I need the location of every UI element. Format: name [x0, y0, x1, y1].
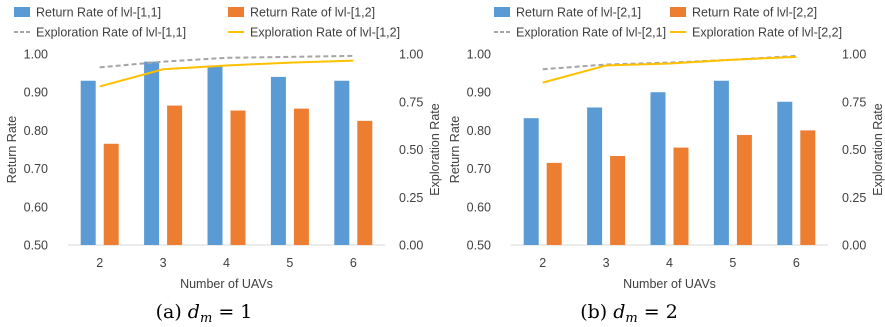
- y2-axis-title: Exploration Rate: [428, 103, 442, 195]
- bar-2-5: [293, 108, 309, 245]
- legend-swatch-bar-2: [228, 7, 244, 17]
- bar-2-6: [800, 130, 816, 245]
- y-tick-label: 0.80: [467, 124, 491, 138]
- bar-1-5: [713, 80, 729, 246]
- x-tick-label: 6: [793, 256, 800, 270]
- y-tick-label: 0.70: [24, 162, 48, 176]
- bar-1-2: [80, 80, 96, 246]
- y2-tick-label: 1.00: [399, 48, 423, 62]
- y-tick-label: 1.00: [24, 48, 48, 62]
- y2-tick-label: 0.00: [399, 239, 423, 253]
- bar-2-2: [546, 162, 562, 245]
- y-tick-label: 0.60: [24, 200, 48, 214]
- bar-2-2: [103, 143, 119, 245]
- legend-label-bar-1: Return Rate of lvl-[1,1]: [36, 6, 161, 20]
- legend-label-line-2: Exploration Rate of lvl-[1,2]: [250, 26, 400, 40]
- caption-subscript: m: [200, 311, 212, 326]
- legend-label-bar-2: Return Rate of lvl-[1,2]: [250, 6, 375, 20]
- y-tick-label: 0.90: [24, 86, 48, 100]
- bar-2-3: [167, 105, 183, 245]
- caption-prefix: (b): [580, 301, 613, 323]
- legend: Return Rate of lvl-[1,1] Return Rate of l…: [14, 6, 400, 40]
- line-series-2: [99, 59, 354, 88]
- y-tick-label: 0.70: [467, 162, 491, 176]
- y-axis-title: Return Rate: [5, 116, 19, 183]
- y-axis-title: Return Rate: [448, 116, 462, 183]
- y2-tick-label: 0.50: [842, 143, 866, 157]
- bar-1-2: [523, 118, 539, 245]
- y-tick-label: 0.60: [467, 200, 491, 214]
- x-tick-label: 4: [666, 256, 673, 270]
- legend-label-bar-1: Return Rate of lvl-[2,1]: [516, 6, 641, 20]
- caption-variable: d: [188, 301, 200, 323]
- x-tick-label: 5: [729, 256, 736, 270]
- caption-prefix: (a): [156, 301, 188, 323]
- caption: (b) dm = 2: [580, 301, 678, 326]
- bar-1-6: [334, 80, 350, 246]
- bar-2-5: [736, 134, 752, 245]
- bar-2-4: [230, 110, 246, 245]
- x-tick-label: 4: [223, 256, 230, 270]
- y2-axis-title: Exploration Rate: [871, 103, 885, 195]
- y-tick-label: 0.80: [24, 124, 48, 138]
- line-series-2: [542, 55, 797, 84]
- legend-swatch-bar-2: [670, 7, 686, 17]
- legend-label-line-2: Exploration Rate of lvl-[2,2]: [692, 26, 842, 40]
- y2-tick-label: 0.75: [399, 95, 423, 109]
- y2-tick-label: 0.25: [399, 191, 423, 205]
- y2-tick-label: 0.00: [842, 239, 866, 253]
- bar-1-5: [270, 76, 286, 245]
- x-tick-label: 3: [603, 256, 610, 270]
- caption-variable: d: [613, 301, 625, 323]
- caption-value: = 2: [638, 301, 678, 323]
- x-tick-label: 3: [160, 256, 167, 270]
- y-tick-label: 1.00: [467, 48, 491, 62]
- bar-1-6: [777, 101, 793, 245]
- y-tick-label: 0.50: [24, 239, 48, 253]
- y-tick-label: 0.90: [467, 86, 491, 100]
- y2-tick-label: 0.50: [399, 143, 423, 157]
- x-tick-label: 2: [539, 256, 546, 270]
- x-tick-label: 6: [350, 256, 357, 270]
- x-tick-label: 5: [286, 256, 293, 270]
- bar-1-3: [144, 61, 160, 245]
- bar-1-4: [650, 92, 666, 245]
- bar-1-4: [207, 65, 223, 246]
- chart-panel-a: 0.50 0.60 0.70 0.80 0.90 1.00 0.00 0.25 0.50 0.75…: [5, 6, 442, 327]
- bar-2-4: [673, 147, 689, 245]
- legend: Return Rate of lvl-[2,1] Return Rate of l…: [494, 6, 842, 40]
- y2-tick-label: 0.25: [842, 191, 866, 205]
- legend-swatch-bar-1: [14, 7, 30, 17]
- caption: (a) dm = 1: [156, 301, 253, 326]
- line-series-1: [99, 54, 354, 69]
- legend-label-bar-2: Return Rate of lvl-[2,2]: [692, 6, 817, 20]
- x-tick-label: 2: [96, 256, 103, 270]
- caption-value: = 1: [212, 301, 252, 323]
- legend-label-line-1: Exploration Rate of lvl-[2,1]: [516, 26, 666, 40]
- bar-1-3: [587, 107, 603, 245]
- y2-tick-label: 1.00: [842, 48, 866, 62]
- bar-2-3: [610, 155, 626, 245]
- y2-tick-label: 0.75: [842, 95, 866, 109]
- x-axis-title: Number of UAVs: [180, 277, 273, 291]
- x-axis-title: Number of UAVs: [623, 277, 716, 291]
- legend-label-line-1: Exploration Rate of lvl-[1,1]: [36, 26, 186, 40]
- chart-panel-b: 0.50 0.60 0.70 0.80 0.90 1.00 0.00 0.25 0.50 0.75…: [448, 6, 885, 327]
- y-tick-label: 0.50: [467, 239, 491, 253]
- bar-2-6: [357, 120, 373, 245]
- caption-subscript: m: [625, 311, 637, 326]
- legend-swatch-bar-1: [494, 7, 510, 17]
